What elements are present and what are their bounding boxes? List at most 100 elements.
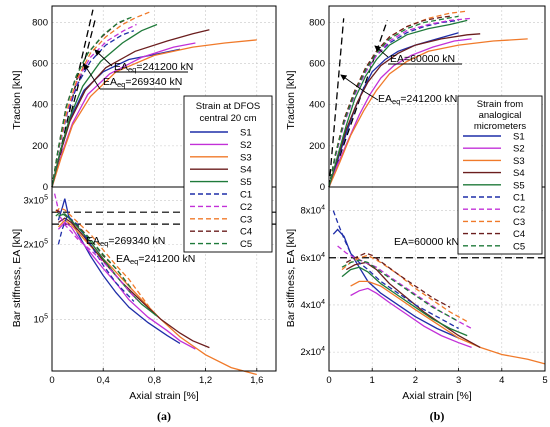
eq-reference-line xyxy=(51,18,97,188)
panel-a-x-ticks: 0 0,4 0,8 1,2 1,6 xyxy=(49,368,263,386)
panel-b-annotation-1: EA=60000 kN xyxy=(374,45,462,65)
series-c4-stiffness xyxy=(345,252,451,308)
legend-label-s4: S4 xyxy=(513,168,525,179)
x-tick-label: 1,6 xyxy=(250,375,263,386)
top-y-tick-label: 800 xyxy=(32,17,48,28)
series-c4-traction xyxy=(51,17,130,188)
panel-a-bottom-ylabel: Bar stiffness, EA [kN] xyxy=(11,229,23,328)
series-c3-traction xyxy=(51,11,150,188)
series-s4-traction xyxy=(51,29,210,188)
series-s2-stiffness xyxy=(350,287,472,349)
series-s3-traction xyxy=(328,38,528,188)
eq-reference-line xyxy=(328,18,345,188)
panel-b-caption: (b) xyxy=(430,409,445,423)
panel-a-annot2-tail: =269340 kN xyxy=(125,76,182,88)
series-s2-traction xyxy=(328,38,472,188)
series-s3-stiffness xyxy=(350,280,546,365)
panel-a-annot2-sub: eq xyxy=(117,80,125,89)
panel-b-annot2-tail: =241200 kN xyxy=(400,93,457,105)
svg-text:EAeq=241200 kN: EAeq=241200 kN xyxy=(378,93,457,106)
bottom-y-tick-label: 105 xyxy=(34,313,49,325)
bottom-y-tick-label: 2x104 xyxy=(300,346,325,358)
x-tick-label: 0,4 xyxy=(97,375,110,386)
panel-b-annot1-text: EA=60000 kN xyxy=(390,53,455,65)
x-tick-label: 5 xyxy=(542,375,547,386)
top-y-tick-label: 600 xyxy=(309,59,325,70)
legend-label-s3: S3 xyxy=(240,152,252,163)
series-s5-stiffness xyxy=(341,266,468,337)
bottom-y-tick-label: 8x104 xyxy=(300,205,325,217)
svg-text:EAeq=269340 kN: EAeq=269340 kN xyxy=(103,76,182,89)
legend-label-c5: C5 xyxy=(240,239,252,250)
x-tick-label: 1,2 xyxy=(199,375,212,386)
series-s5-traction xyxy=(328,19,468,188)
panel-a-bottom-annot-1: EAeq=269340 kN xyxy=(86,235,165,248)
legend-label-c5: C5 xyxy=(513,241,525,252)
panel-b-legend-box xyxy=(457,95,543,255)
panel-a-annotation-1: EAeq=241200 kN xyxy=(94,49,193,74)
legend-label-c3: C3 xyxy=(513,217,525,228)
series-s3-stiffness xyxy=(57,219,257,376)
panel-b-annot2-main: EA xyxy=(378,93,392,105)
panel-b-xlabel: Axial strain [%] xyxy=(402,390,472,402)
panel-b-frame xyxy=(328,5,546,372)
series-c1-traction xyxy=(328,19,459,188)
series-c3-stiffness xyxy=(341,254,468,323)
x-tick-label: 0,8 xyxy=(148,375,161,386)
legend-label-s4: S4 xyxy=(240,165,252,176)
panel-b-bottom-y-ticks: 8x104 6x104 4x104 2x104 xyxy=(300,205,325,359)
x-tick-label: 0 xyxy=(49,375,54,386)
panel-a-annot1-sub: eq xyxy=(128,65,136,74)
series-c5-stiffness xyxy=(341,259,459,323)
panel-a-legend-title-2: central 20 cm xyxy=(199,113,256,124)
legend-label-s1: S1 xyxy=(240,128,252,139)
top-y-tick-label: 800 xyxy=(309,17,325,28)
panel-b-bottom-series xyxy=(329,210,546,365)
x-tick-label: 1 xyxy=(370,375,375,386)
panel-b-annot2-sub: eq xyxy=(392,97,400,106)
x-tick-label: 0 xyxy=(326,375,331,386)
svg-text:EAeq=241200 kN: EAeq=241200 kN xyxy=(114,61,193,74)
panel-a-legend-title-1: Strain at DFOS xyxy=(196,101,260,112)
panel-b-bottom-annot: EA=60000 kN xyxy=(394,236,459,248)
panel-b: 0 200 400 600 800 8x104 6x104 4x104 2x104 0 1 2 3 4… xyxy=(285,5,548,423)
legend-label-s2: S2 xyxy=(513,144,525,155)
panel-a-annot1-tail: =241200 kN xyxy=(136,61,193,73)
x-tick-label: 3 xyxy=(456,375,461,386)
panel-b-legend: Strain from analogical micrometers S1S2S… xyxy=(457,95,543,255)
panel-a-top-grid xyxy=(51,6,276,371)
series-c2-traction xyxy=(328,17,472,188)
legend-label-s5: S5 xyxy=(513,180,525,191)
legend-label-s2: S2 xyxy=(240,140,252,151)
top-y-tick-label: 200 xyxy=(309,141,325,152)
legend-label-c1: C1 xyxy=(240,190,252,201)
panel-a-bottom-series xyxy=(52,193,276,376)
bottom-y-tick-label: 6x104 xyxy=(300,252,325,264)
panel-b-legend-title-3: micrometers xyxy=(474,121,527,132)
panel-a: 0 200 400 600 800 3x105 2x105 105 0 0,4 0,8 1,2 1,… xyxy=(11,5,277,423)
series-c5-traction xyxy=(51,16,132,188)
top-y-tick-label: 400 xyxy=(32,100,48,111)
panel-b-legend-title-2: analogical xyxy=(479,110,522,121)
series-s2-traction xyxy=(51,42,196,188)
panel-a-frame xyxy=(51,5,277,372)
legend-label-s1: S1 xyxy=(513,132,525,143)
series-s1-stiffness xyxy=(57,198,181,344)
legend-label-c2: C2 xyxy=(513,205,525,216)
series-s5-traction xyxy=(51,23,158,188)
bottom-y-tick-label: 3x105 xyxy=(23,195,48,207)
x-tick-label: 2 xyxy=(413,375,418,386)
panel-b-top-ylabel: Traction [kN] xyxy=(285,70,297,129)
panel-b-top-y-ticks: 0 200 400 600 800 xyxy=(309,17,325,193)
legend-label-c2: C2 xyxy=(240,202,252,213)
panel-a-annot1-main: EA xyxy=(114,61,128,73)
legend-label-c3: C3 xyxy=(240,214,252,225)
panel-a-bottom-annot-2: EAeq=241200 kN xyxy=(116,253,195,266)
bottom-y-tick-label: 4x104 xyxy=(300,299,325,311)
top-y-tick-label: 0 xyxy=(43,182,48,193)
legend-label-c4: C4 xyxy=(240,227,252,238)
top-y-tick-label: 200 xyxy=(32,141,48,152)
